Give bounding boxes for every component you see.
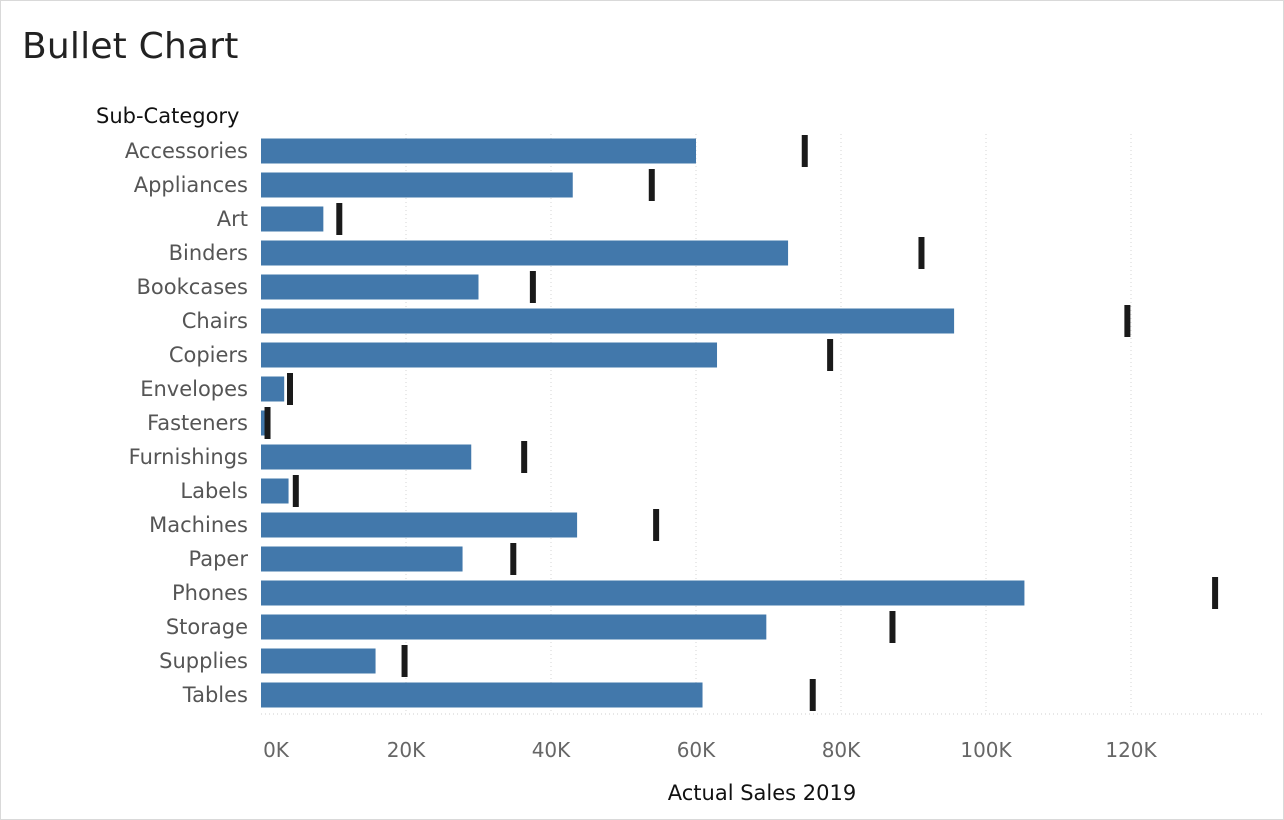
category-label-bookcases: Bookcases [137, 275, 248, 299]
marker-layer [264, 135, 1219, 711]
category-label-tables: Tables [182, 683, 248, 707]
bar-storage[interactable] [261, 614, 767, 640]
bar-labels[interactable] [261, 478, 289, 504]
category-label-art: Art [217, 207, 248, 231]
bar-accessories[interactable] [261, 138, 696, 164]
category-axis-header: Sub-Category [96, 104, 240, 128]
bar-machines[interactable] [261, 512, 578, 538]
target-marker-labels[interactable] [292, 475, 299, 507]
target-marker-storage[interactable] [889, 611, 896, 643]
category-label-storage: Storage [166, 615, 248, 639]
target-marker-envelopes[interactable] [287, 373, 293, 405]
x-tick-label-0k: 0K [263, 738, 290, 762]
target-marker-paper[interactable] [510, 543, 517, 575]
x-tick-label-80k: 80K [822, 738, 861, 762]
bar-layer [261, 138, 1025, 708]
target-marker-art[interactable] [336, 203, 343, 235]
bar-phones[interactable] [261, 580, 1025, 606]
x-tick-label-100k: 100K [960, 738, 1012, 762]
target-marker-machines[interactable] [653, 509, 660, 541]
target-marker-binders[interactable] [918, 237, 925, 269]
target-marker-tables[interactable] [809, 679, 816, 711]
target-marker-chairs[interactable] [1124, 305, 1131, 337]
bar-chairs[interactable] [261, 308, 955, 334]
target-marker-bookcases[interactable] [529, 271, 536, 303]
target-marker-furnishings[interactable] [521, 441, 528, 473]
category-label-appliances: Appliances [134, 173, 248, 197]
x-tick-label-20k: 20K [387, 738, 426, 762]
category-label-accessories: Accessories [125, 139, 248, 163]
bar-appliances[interactable] [261, 172, 573, 198]
category-label-envelopes: Envelopes [140, 377, 248, 401]
bar-art[interactable] [261, 206, 324, 232]
bar-fasteners[interactable] [261, 410, 267, 436]
category-label-machines: Machines [149, 513, 248, 537]
target-marker-supplies[interactable] [401, 645, 408, 677]
bar-envelopes[interactable] [261, 376, 285, 402]
category-label-fasteners: Fasteners [147, 411, 248, 435]
target-marker-fasteners[interactable] [264, 407, 271, 439]
x-tick-label-60k: 60K [677, 738, 716, 762]
category-label-chairs: Chairs [182, 309, 248, 333]
x-tick-label-120k: 120K [1105, 738, 1157, 762]
bar-supplies[interactable] [261, 648, 376, 674]
category-label-binders: Binders [169, 241, 248, 265]
category-label-furnishings: Furnishings [129, 445, 248, 469]
bar-bookcases[interactable] [261, 274, 479, 300]
category-label-labels: Labels [180, 479, 248, 503]
bar-tables[interactable] [261, 682, 703, 708]
bar-copiers[interactable] [261, 342, 718, 368]
target-marker-phones[interactable] [1212, 577, 1219, 609]
category-label-paper: Paper [189, 547, 249, 571]
bar-paper[interactable] [261, 546, 463, 572]
target-marker-accessories[interactable] [801, 135, 808, 167]
bar-binders[interactable] [261, 240, 789, 266]
target-marker-appliances[interactable] [648, 169, 655, 201]
target-marker-copiers[interactable] [827, 339, 834, 371]
category-label-layer: Accessories Appliances Art Binders Bookcases… [125, 139, 248, 707]
category-label-phones: Phones [172, 581, 248, 605]
grid-layer [261, 134, 1262, 715]
category-label-copiers: Copiers [169, 343, 248, 367]
bar-furnishings[interactable] [261, 444, 472, 470]
category-label-supplies: Supplies [159, 649, 248, 673]
x-tick-label-40k: 40K [532, 738, 571, 762]
chart-title: Bullet Chart [22, 26, 239, 67]
x-axis-title: Actual Sales 2019 [668, 781, 856, 805]
tick-label-layer: 0K 20K 40K 60K 80K 100K 120K [263, 738, 1157, 762]
